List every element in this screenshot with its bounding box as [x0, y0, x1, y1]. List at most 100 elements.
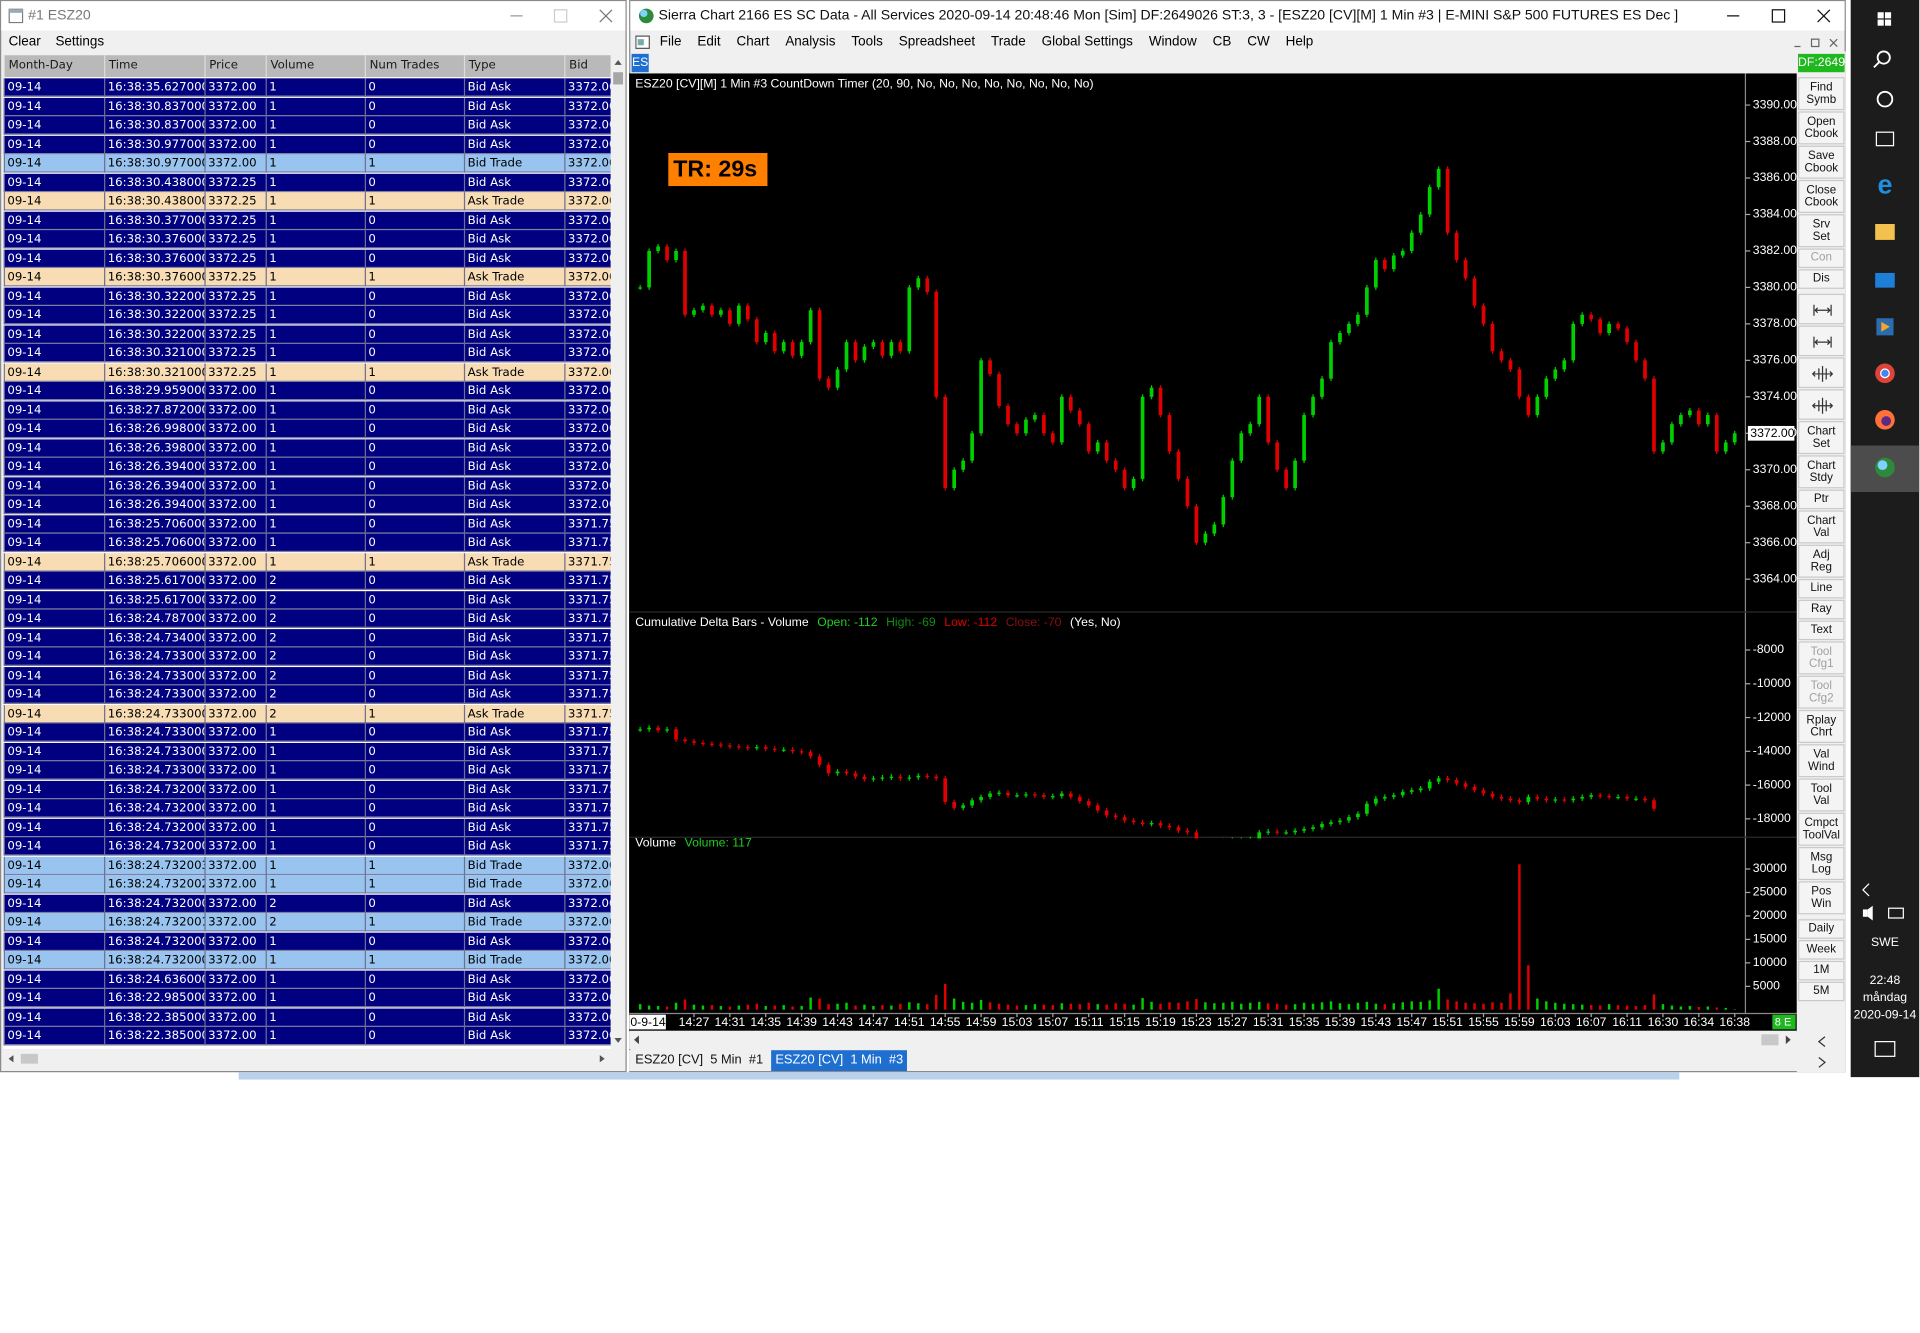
table-row[interactable]: 09-14 16:38:30.438000 3372.25 1 1 Ask Trade 33…	[3, 192, 611, 211]
window-controls[interactable]	[503, 1, 625, 30]
column-header[interactable]: Num Trades	[364, 55, 464, 78]
table-row[interactable]: 09-14 16:38:26.398000 3372.00 1 0 Bid Ask 3372…	[3, 438, 611, 458]
chart-tab[interactable]: ESZ20 [CV] 5 Min #1	[635, 1052, 764, 1068]
table-row[interactable]: 09-14 16:38:30.376000 3372.25 1 1 Ask Trade 33…	[3, 268, 611, 287]
menu-item[interactable]: Help	[1285, 34, 1314, 49]
toolbar-scroll[interactable]	[1797, 1031, 1846, 1073]
toolbar-button[interactable]: Open Cbook	[1798, 111, 1845, 145]
menu-item[interactable]: CW	[1247, 34, 1270, 49]
toolbar-button[interactable]: 5M	[1798, 981, 1845, 1002]
toolbar-button[interactable]: Line	[1798, 578, 1845, 599]
menu-item[interactable]: Spreadsheet	[898, 34, 976, 49]
table-row[interactable]: 09-14 16:38:24.733000 3372.00 2 1 Ask Trade 33…	[3, 704, 611, 723]
toolbar-button[interactable]: Pos Win	[1798, 881, 1845, 915]
menu-item[interactable]: File	[659, 34, 682, 49]
toolbar-button[interactable]: Chart Stdy	[1798, 455, 1845, 489]
menu-item[interactable]: Settings	[55, 34, 105, 49]
toolbar-button[interactable]: Close Cbook	[1798, 179, 1845, 213]
table-row[interactable]: 09-14 16:38:24.733000 3372.00 2 0 Bid Ask 3371…	[3, 647, 611, 666]
menu-item[interactable]: Chart	[736, 34, 770, 49]
table-row[interactable]: 09-14 16:38:25.706000 3372.00 1 0 Bid Ask 3371…	[3, 514, 611, 534]
toolbar-button[interactable]: Dis	[1798, 269, 1845, 289]
chart-tab[interactable]: ESZ20 [CV] 1 Min #3	[771, 1050, 907, 1071]
toolbar-icon-button[interactable]	[1798, 325, 1845, 357]
column-header[interactable]: Bid	[564, 55, 611, 78]
table-row[interactable]: 09-14 16:38:30.321000 3372.25 1 0 Bid Ask 3372…	[3, 343, 611, 363]
table-row[interactable]: 09-14 16:38:30.438000 3372.25 1 0 Bid Ask 3372…	[3, 173, 611, 192]
toolbar-button[interactable]: Cmpct ToolVal	[1798, 812, 1845, 846]
horizontal-scrollbar[interactable]	[3, 1050, 611, 1068]
toolbar-icon-button[interactable]	[1798, 293, 1845, 325]
toolbar-icon-button[interactable]	[1798, 357, 1845, 389]
toolbar-icon-button[interactable]	[1798, 389, 1845, 420]
table-row[interactable]: 09-14 16:38:24.733000 3372.00 1 0 Bid Ask 3371…	[3, 723, 611, 742]
taskbar-icons[interactable]: e	[1850, 0, 1920, 1077]
table-row[interactable]: 09-14 16:38:25.706000 3372.00 1 0 Bid Ask 3371…	[3, 533, 611, 553]
clock-date[interactable]: 2020-09-14	[1853, 1008, 1917, 1023]
column-header[interactable]: Type	[463, 55, 564, 78]
menu-item[interactable]: Global Settings	[1041, 34, 1133, 49]
table-row[interactable]: 09-14 16:38:24.732000 3372.00 1 0 Bid Ask 3371…	[3, 780, 611, 799]
table-row[interactable]: 09-14 16:38:30.837000 3372.00 1 0 Bid Ask 3372…	[3, 116, 611, 135]
clock-time[interactable]: 22:48	[1869, 974, 1901, 988]
table-row[interactable]: 09-14 16:38:30.377000 3372.25 1 0 Bid Ask 3372…	[3, 211, 611, 230]
table-row[interactable]: 09-14 16:38:30.977000 3372.00 1 0 Bid Ask 3372…	[3, 135, 611, 154]
table-row[interactable]: 09-14 16:38:25.706000 3372.00 1 1 Ask Trade 33…	[3, 552, 611, 571]
table-row[interactable]: 09-14 16:38:24.636000 3372.00 1 0 Bid Ask 3372…	[3, 970, 611, 989]
table-row[interactable]: 09-14 16:38:24.733000 3372.00 1 0 Bid Ask 3371…	[3, 761, 611, 780]
table-row[interactable]: 09-14 16:38:26.998000 3372.00 1 0 Bid Ask 3372…	[3, 419, 611, 439]
table-row[interactable]: 09-14 16:38:24.732000 3372.00 1 0 Bid Ask 3371…	[3, 818, 611, 837]
column-header[interactable]: Time	[104, 55, 204, 78]
table-row[interactable]: 09-14 16:38:30.837000 3372.00 1 0 Bid Ask 3372…	[3, 97, 611, 116]
toolbar-button[interactable]: Rplay Chrt	[1798, 709, 1845, 743]
menu-item[interactable]: Tools	[851, 34, 883, 49]
table-row[interactable]: 09-14 16:38:24.732000 3372.00 1 1 Bid Trade 33…	[3, 951, 611, 970]
menu-item[interactable]: Trade	[991, 34, 1026, 49]
table-row[interactable]: 09-14 16:38:22.385000 3372.00 1 0 Bid Ask 3372…	[3, 1007, 611, 1027]
mdi-controls[interactable]	[1791, 34, 1842, 51]
clock-weekday[interactable]: måndag	[1862, 991, 1908, 1005]
table-row[interactable]: 09-14 16:38:30.322000 3372.25 1 0 Bid Ask 3372…	[3, 287, 611, 306]
column-header[interactable]: Volume	[265, 55, 365, 78]
toolbar-button[interactable]: Msg Log	[1798, 847, 1845, 881]
toolbar-button[interactable]: Ptr	[1798, 489, 1845, 510]
toolbar-button[interactable]: Ray	[1798, 599, 1845, 620]
table-row[interactable]: 09-14 16:38:22.385000 3372.00 1 0 Bid Ask 3372…	[3, 1026, 611, 1046]
table-row[interactable]: 09-14 16:38:24.732002 3372.00 1 1 Bid Trade 33…	[3, 875, 611, 894]
toolbar-button[interactable]: Tool Val	[1798, 778, 1845, 812]
toolbar-button[interactable]: Week	[1798, 940, 1845, 960]
toolbar-button[interactable]: Adj Reg	[1798, 544, 1845, 578]
table-row[interactable]: 09-14 16:38:30.322000 3372.25 1 0 Bid Ask 3372…	[3, 306, 611, 325]
table-row[interactable]: 09-14 16:38:24.732003 3372.00 1 1 Bid Trade 33…	[3, 856, 611, 875]
table-row[interactable]: 09-14 16:38:24.734000 3372.00 2 0 Bid Ask 3371…	[3, 628, 611, 647]
menu-item[interactable]: Clear	[8, 34, 41, 49]
toolbar-button[interactable]: Srv Set	[1798, 214, 1845, 248]
table-row[interactable]: 09-14 16:38:26.394000 3372.00 1 0 Bid Ask 3372…	[3, 457, 611, 477]
table-row[interactable]: 09-14 16:38:24.733000 3372.00 2 0 Bid Ask 3371…	[3, 685, 611, 704]
toolbar-button[interactable]: Val Wind	[1798, 744, 1845, 778]
toolbar-button[interactable]: Save Cbook	[1798, 145, 1845, 179]
table-row[interactable]: 09-14 16:38:24.732000 3372.00 1 0 Bid Ask 3371…	[3, 799, 611, 818]
column-header[interactable]: Month-Day	[3, 55, 104, 78]
table-row[interactable]: 09-14 16:38:30.322000 3372.25 1 0 Bid Ask 3372…	[3, 324, 611, 344]
vertical-scrollbar[interactable]	[610, 55, 626, 1049]
table-row[interactable]: 09-14 16:38:25.617000 3372.00 2 0 Bid Ask 3371…	[3, 571, 611, 590]
table-row[interactable]: 09-14 16:38:24.732001 3372.00 2 1 Bid Trade 33…	[3, 913, 611, 932]
toolbar-button[interactable]: 1M	[1798, 960, 1845, 981]
toolbar-button[interactable]: Find Symb	[1798, 77, 1845, 111]
table-row[interactable]: 09-14 16:38:24.733000 3372.00 1 0 Bid Ask 3371…	[3, 742, 611, 761]
table-row[interactable]: 09-14 16:38:35.627000 3372.00 1 0 Bid Ask 3372…	[3, 78, 611, 97]
table-row[interactable]: 09-14 16:38:24.732000 3372.00 1 0 Bid Ask 3372…	[3, 932, 611, 951]
table-row[interactable]: 09-14 16:38:29.959000 3372.00 1 0 Bid Ask 3372…	[3, 381, 611, 401]
table-row[interactable]: 09-14 16:38:30.977000 3372.00 1 1 Bid Trade 33…	[3, 154, 611, 173]
table-row[interactable]: 09-14 16:38:22.985000 3372.00 1 0 Bid Ask 3372…	[3, 988, 611, 1008]
table-row[interactable]: 09-14 16:38:24.732000 3372.00 1 0 Bid Ask 3371…	[3, 837, 611, 856]
toolbar-button[interactable]: Daily	[1798, 919, 1845, 939]
toolbar-button[interactable]: Chart Set	[1798, 421, 1845, 455]
chart-scrollbar[interactable]	[629, 1030, 1797, 1049]
table-row[interactable]: 09-14 16:38:30.321000 3372.25 1 1 Ask Trade 33…	[3, 362, 611, 382]
table-row[interactable]: 09-14 16:38:24.733000 3372.00 2 0 Bid Ask 3371…	[3, 666, 611, 685]
toolbar-button[interactable]: Chart Val	[1798, 510, 1845, 544]
menu-item[interactable]: Edit	[697, 34, 721, 49]
window-controls[interactable]	[1720, 1, 1845, 30]
